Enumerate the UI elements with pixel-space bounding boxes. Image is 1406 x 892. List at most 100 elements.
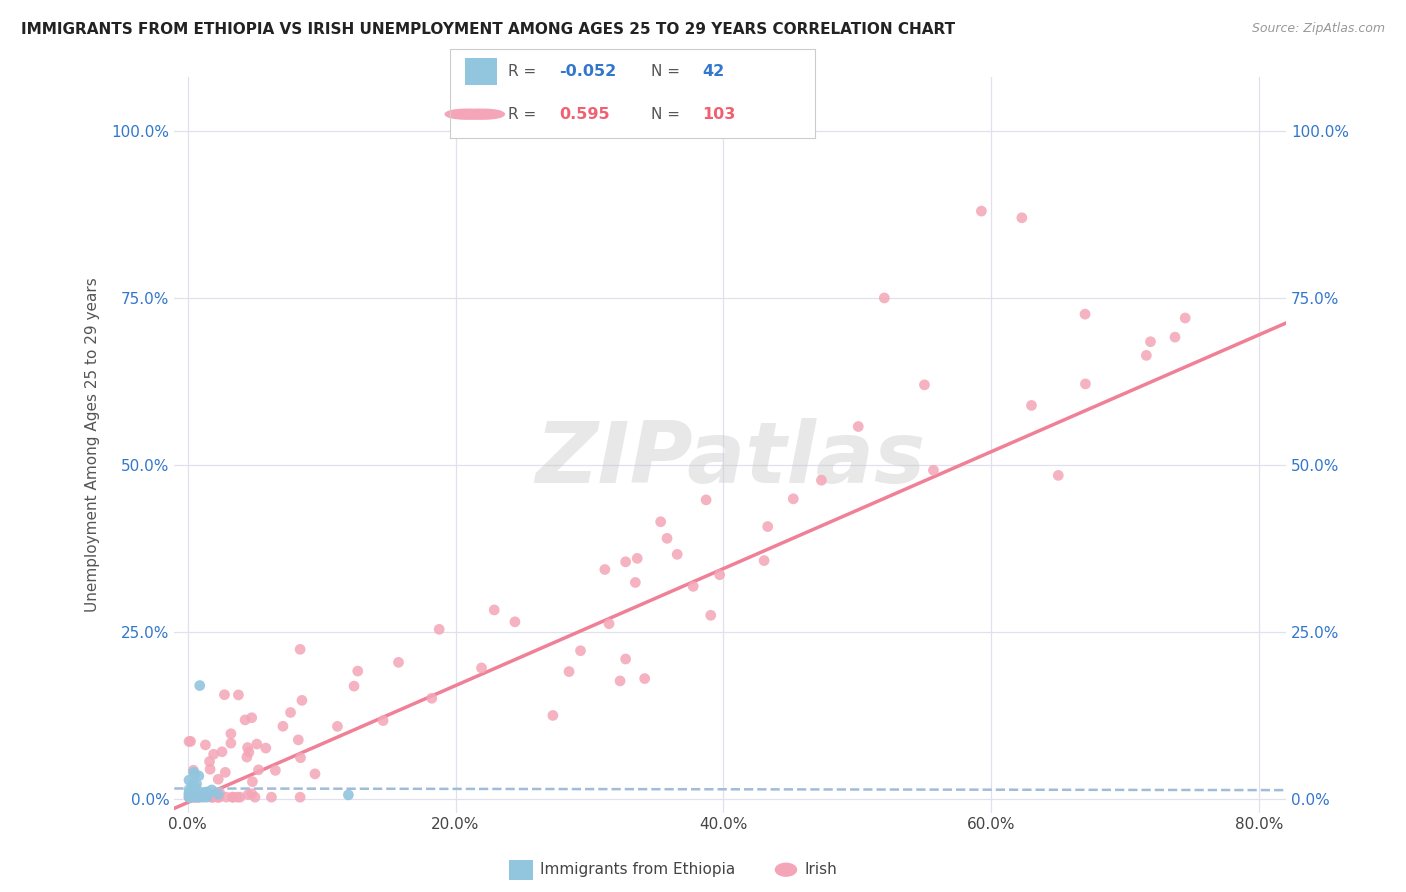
Point [207,790,229,805]
Text: ZIPatlas: ZIPatlas [536,418,925,501]
Point [634,672,657,686]
Point [177,782,200,797]
Text: R =: R = [509,107,537,121]
Point [177,773,200,788]
Point [179,790,201,805]
Text: Source: ZipAtlas.com: Source: ZipAtlas.com [1251,22,1385,36]
Point [420,691,443,706]
Point [193,790,215,805]
Point [184,789,207,804]
Point [201,783,224,797]
Point [873,291,896,305]
Point [337,788,360,802]
Text: N =: N = [651,64,681,78]
Point [1047,468,1070,483]
Point [371,714,394,728]
Point [626,551,648,566]
Point [326,719,349,733]
Point [222,790,245,805]
Point [208,786,231,800]
Point [247,763,270,777]
Point [484,603,506,617]
Point [346,664,368,678]
Point [187,790,209,805]
Text: R =: R = [509,64,537,78]
Point [752,553,775,567]
Point [177,788,200,802]
Point [202,747,225,762]
Point [655,532,678,546]
Point [242,774,264,789]
Point [183,765,205,780]
Point [179,790,201,805]
Point [219,727,242,741]
Point [650,515,672,529]
Point [280,706,302,720]
Point [179,788,201,802]
Point [756,519,779,533]
Point [177,786,200,800]
Point [624,575,647,590]
Point [208,790,231,805]
Point [181,781,204,796]
Point [598,616,620,631]
Point [593,562,616,576]
Point [541,708,564,723]
Point [183,789,205,804]
Point [427,623,450,637]
Point [186,788,208,802]
Point [229,790,252,805]
Point [287,732,309,747]
Point [211,745,233,759]
Point [846,419,869,434]
Point [304,767,326,781]
Point [271,719,294,733]
Point [238,788,260,802]
Point [187,769,209,783]
Text: Irish: Irish [804,863,837,877]
Point [1139,334,1161,349]
Bar [464,58,498,85]
Point [184,767,207,781]
Point [177,790,200,805]
Point [181,788,204,802]
Point [190,790,212,805]
Point [264,764,287,778]
Point [970,204,993,219]
Point [221,790,243,805]
Point [181,790,204,805]
Circle shape [446,110,485,119]
Circle shape [464,110,505,119]
Point [219,736,242,750]
Point [181,787,204,801]
Point [609,673,631,688]
Point [291,693,314,707]
Point [180,784,202,798]
Text: IMMIGRANTS FROM ETHIOPIA VS IRISH UNEMPLOYMENT AMONG AGES 25 TO 29 YEARS CORRELA: IMMIGRANTS FROM ETHIOPIA VS IRISH UNEMPL… [21,22,955,37]
Text: 103: 103 [702,107,735,121]
Point [1074,307,1097,321]
Point [187,790,209,805]
Point [180,734,202,748]
Point [181,783,204,797]
Point [183,782,205,797]
Point [184,790,207,805]
Point [198,762,221,776]
Point [181,777,204,791]
Point [614,652,637,666]
Point [184,789,207,803]
Point [246,737,269,751]
Point [922,463,945,477]
Point [260,790,283,805]
Point [343,679,366,693]
Point [184,781,207,796]
Point [233,713,256,727]
Point [207,787,229,801]
Point [243,790,266,805]
Point [290,751,312,765]
Point [226,790,249,805]
Point [179,790,201,805]
Point [236,740,259,755]
Point [810,473,832,487]
Point [288,790,311,805]
